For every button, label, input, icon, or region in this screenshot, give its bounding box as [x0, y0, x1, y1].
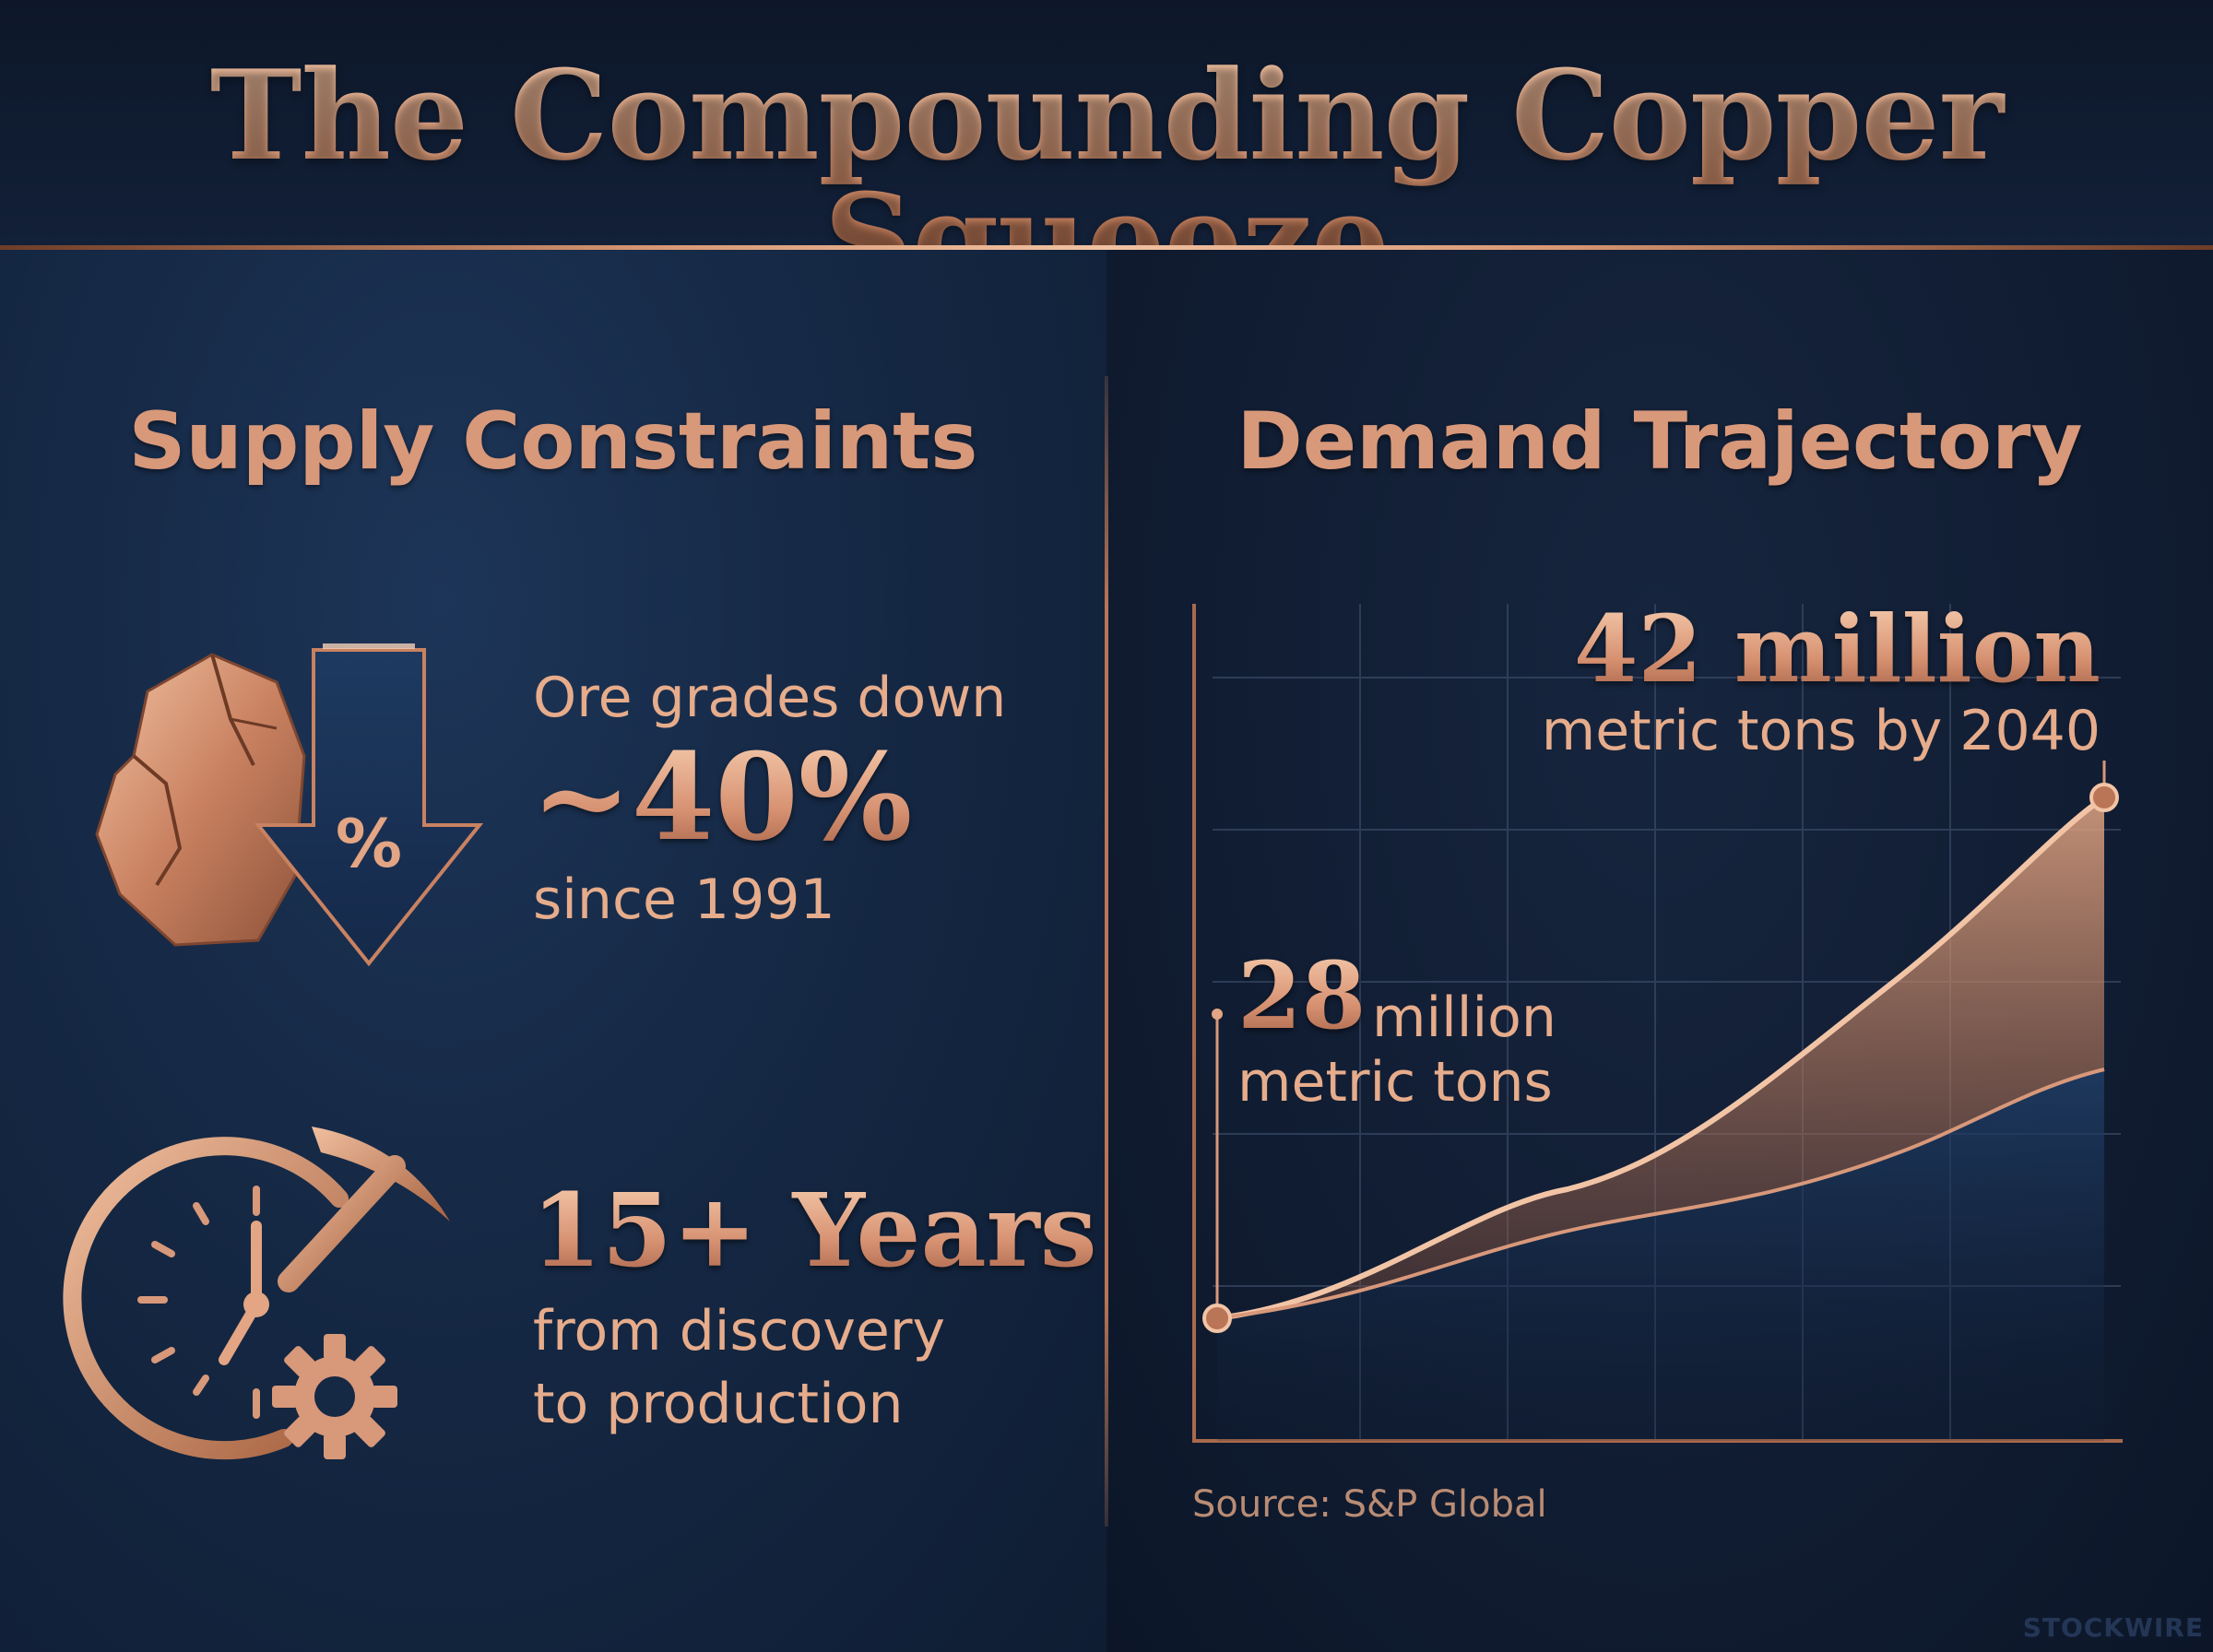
- source-note: Source: S&P Global: [1192, 1483, 1547, 1526]
- header-divider: [0, 245, 2213, 250]
- watermark: STOCKWIRE: [2022, 1612, 2204, 1643]
- demand-chart: [1192, 604, 2123, 1443]
- start-point: [1202, 1304, 1232, 1333]
- timeline-line2: from discovery: [533, 1299, 946, 1363]
- demand-heading: Demand Trajectory: [1237, 395, 2083, 488]
- page-title: The Compounding Copper Squeeze: [0, 53, 2213, 301]
- demand-start-unit: million: [1372, 985, 1556, 1050]
- demand-end-caption: metric tons by 2040: [1541, 699, 2101, 763]
- ore-line3: since 1991: [533, 867, 835, 932]
- end-point: [2089, 783, 2119, 812]
- demand-curve-lower: [1216, 1068, 2105, 1320]
- demand-end-value: 42 million: [1573, 595, 2101, 703]
- header-band: [0, 0, 2213, 247]
- ore-line1: Ore grades down: [533, 666, 1007, 730]
- ore-grade-icon: %: [95, 643, 484, 967]
- supply-heading: Supply Constraints: [128, 395, 978, 488]
- timeline-line3: to production: [533, 1372, 904, 1436]
- demand-start-caption: metric tons: [1237, 1050, 1553, 1115]
- supply-panel: [0, 250, 1106, 1652]
- panel-divider: [1105, 376, 1108, 1527]
- demand-curve-upper: [1216, 795, 2106, 1321]
- clock-pickaxe-gear-icon: [63, 1127, 450, 1460]
- demand-start-number: 28: [1237, 941, 1367, 1050]
- ore-stat: ~40%: [531, 726, 913, 867]
- percent-symbol: %: [336, 805, 402, 882]
- demand-band: [1217, 797, 2104, 1318]
- timeline-stat: 15+ Years: [531, 1171, 1097, 1290]
